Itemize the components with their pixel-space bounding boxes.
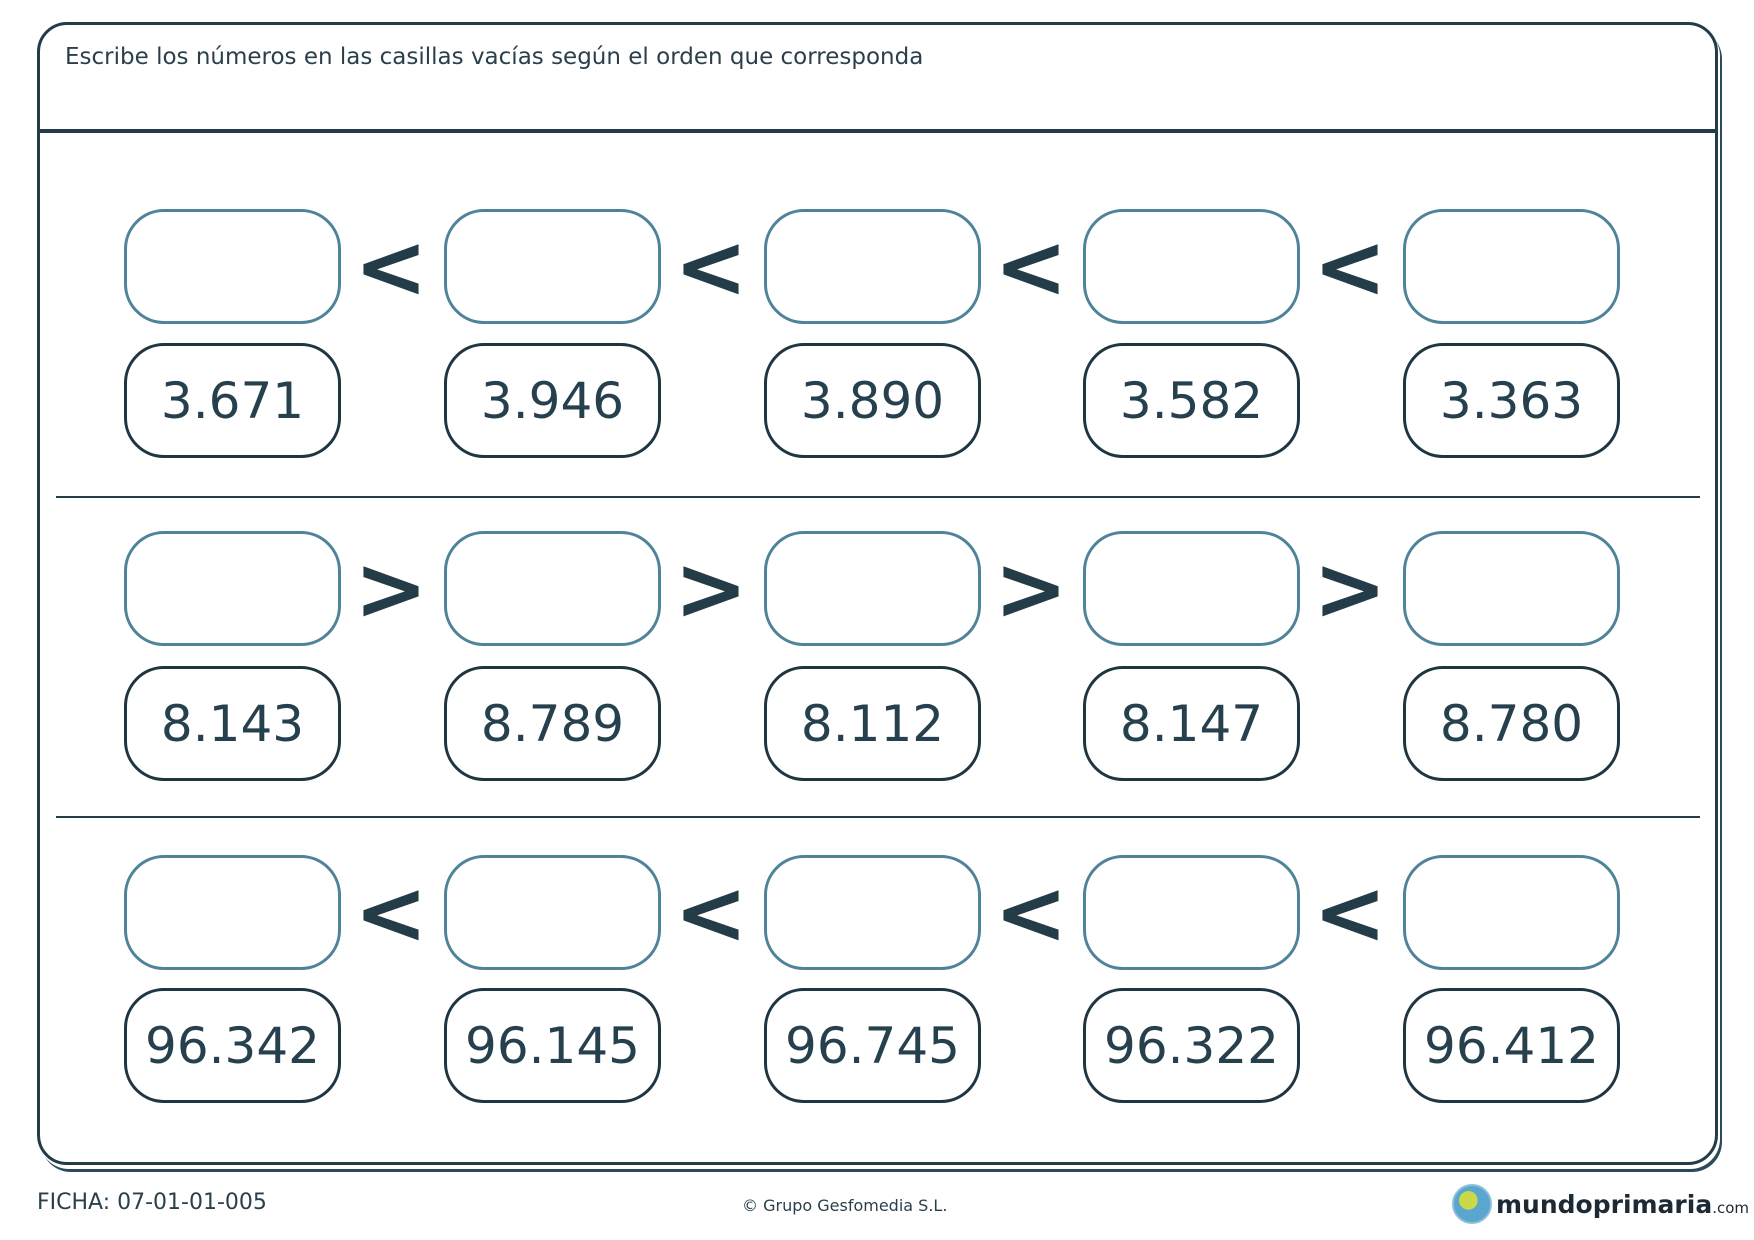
greater-than-symbol: >	[1313, 536, 1387, 640]
header-divider	[37, 129, 1718, 133]
row-divider	[56, 496, 1700, 498]
answer-box[interactable]	[764, 209, 981, 324]
instructions: Escribe los números en las casillas vací…	[65, 44, 924, 70]
number-box: 8.147	[1083, 666, 1300, 781]
copyright: © Grupo Gesfomedia S.L.	[742, 1196, 948, 1215]
number-box: 3.671	[124, 343, 341, 458]
number-box: 96.412	[1403, 988, 1620, 1103]
number-box: 8.780	[1403, 666, 1620, 781]
answer-box[interactable]	[444, 209, 661, 324]
less-than-symbol: <	[994, 860, 1068, 964]
number-box: 96.322	[1083, 988, 1300, 1103]
answer-box[interactable]	[1403, 209, 1620, 324]
number-box: 3.582	[1083, 343, 1300, 458]
answer-box[interactable]	[764, 531, 981, 646]
answer-box[interactable]	[124, 531, 341, 646]
globe-icon	[1452, 1184, 1492, 1224]
number-box: 96.745	[764, 988, 981, 1103]
answer-box[interactable]	[1083, 855, 1300, 970]
answer-box[interactable]	[764, 855, 981, 970]
number-box: 8.143	[124, 666, 341, 781]
answer-box[interactable]	[1083, 531, 1300, 646]
less-than-symbol: <	[994, 214, 1068, 318]
number-box: 8.789	[444, 666, 661, 781]
mundoprimaria-logo: mundoprimaria.com	[1452, 1184, 1749, 1224]
worksheet-frame	[37, 22, 1718, 1165]
less-than-symbol: <	[1313, 214, 1387, 318]
less-than-symbol: <	[354, 214, 428, 318]
answer-box[interactable]	[444, 531, 661, 646]
number-box: 3.890	[764, 343, 981, 458]
row-divider	[56, 816, 1700, 818]
greater-than-symbol: >	[674, 536, 748, 640]
number-box: 96.145	[444, 988, 661, 1103]
less-than-symbol: <	[1313, 860, 1387, 964]
number-box: 3.946	[444, 343, 661, 458]
answer-box[interactable]	[124, 855, 341, 970]
answer-box[interactable]	[1403, 531, 1620, 646]
greater-than-symbol: >	[994, 536, 1068, 640]
ficha-code: FICHA: 07-01-01-005	[37, 1190, 267, 1215]
answer-box[interactable]	[124, 209, 341, 324]
less-than-symbol: <	[674, 860, 748, 964]
number-box: 8.112	[764, 666, 981, 781]
answer-box[interactable]	[1083, 209, 1300, 324]
less-than-symbol: <	[674, 214, 748, 318]
number-box: 96.342	[124, 988, 341, 1103]
greater-than-symbol: >	[354, 536, 428, 640]
number-box: 3.363	[1403, 343, 1620, 458]
answer-box[interactable]	[1403, 855, 1620, 970]
logo-text: mundoprimaria.com	[1496, 1189, 1750, 1219]
answer-box[interactable]	[444, 855, 661, 970]
less-than-symbol: <	[354, 860, 428, 964]
